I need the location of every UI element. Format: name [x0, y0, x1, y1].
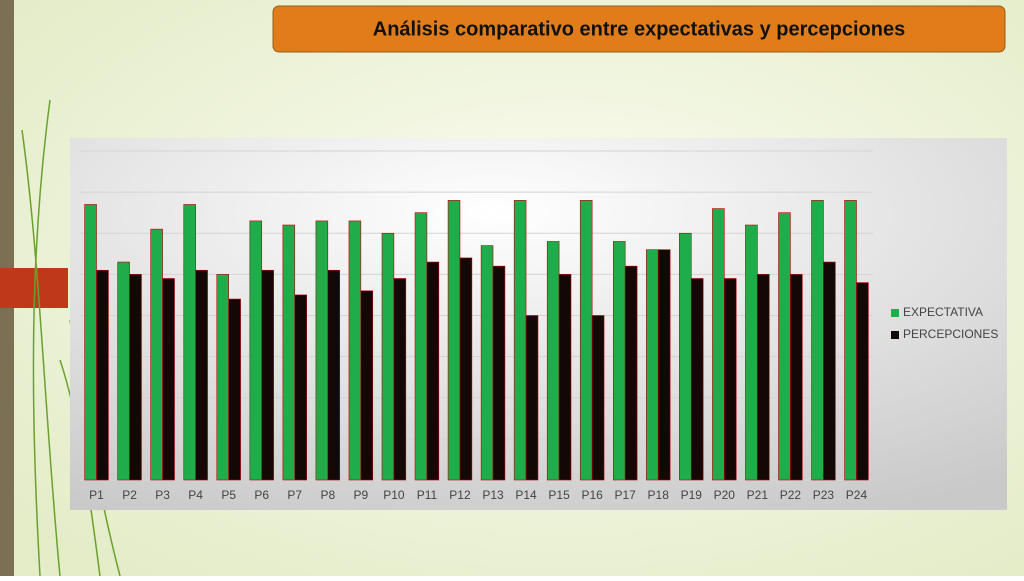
x-tick-label: P23	[813, 488, 835, 502]
x-tick-label: P7	[287, 488, 302, 502]
legend-label: PERCEPCIONES	[903, 327, 998, 341]
bar	[228, 298, 241, 481]
bar	[757, 274, 770, 481]
bar	[612, 241, 626, 481]
bar	[294, 294, 307, 481]
x-tick-label: P11	[417, 488, 438, 502]
x-tick-label: P10	[383, 488, 405, 502]
bar	[249, 220, 263, 481]
bar	[360, 290, 374, 481]
title: Análisis comparativo entre expectativas …	[373, 18, 905, 40]
x-tick-label: P21	[747, 488, 769, 502]
bar	[327, 269, 341, 481]
bar	[790, 274, 803, 481]
bar	[414, 212, 428, 481]
bar	[84, 204, 97, 481]
bar	[195, 269, 208, 481]
bar	[216, 274, 229, 481]
x-tick-label: P14	[515, 488, 537, 502]
bar	[492, 265, 506, 481]
bar	[558, 274, 572, 481]
bar	[811, 200, 824, 481]
bar	[459, 257, 473, 481]
bar	[96, 269, 109, 481]
bar	[480, 245, 494, 481]
bar	[844, 200, 857, 481]
bar	[381, 232, 395, 481]
bar	[525, 315, 539, 481]
bar	[712, 208, 725, 481]
legend-label: EXPECTATIVA	[903, 305, 983, 319]
bar	[393, 278, 407, 481]
x-tick-label: P15	[548, 488, 570, 502]
x-tick-label: P13	[482, 488, 504, 502]
legend-swatch	[891, 331, 899, 339]
x-tick-label: P1	[89, 488, 104, 502]
x-tick-label: P20	[714, 488, 736, 502]
x-tick-label: P22	[780, 488, 802, 502]
bar	[348, 220, 362, 481]
bar	[150, 228, 163, 481]
bar	[646, 249, 659, 481]
bar	[591, 315, 605, 481]
bar	[823, 261, 836, 481]
bar	[690, 278, 704, 481]
bar	[778, 212, 791, 481]
x-tick-label: P17	[615, 488, 637, 502]
x-tick-label: P16	[581, 488, 603, 502]
x-tick-label: P2	[122, 488, 137, 502]
bar	[129, 274, 142, 481]
chart: P1 P2 P3 P4 P5 P6 P7 P8 P9 P10 P11 P12 P13 P14 P15 P16 P…	[80, 150, 998, 502]
bar	[724, 278, 737, 481]
x-tick-label: P8	[320, 488, 335, 502]
bar	[579, 200, 593, 481]
x-tick-label: P4	[188, 488, 203, 502]
x-tick-label: P18	[648, 488, 670, 502]
x-tick-label: P3	[155, 488, 170, 502]
x-tick-label: P6	[254, 488, 269, 502]
x-tick-label: P24	[846, 488, 868, 502]
bar	[261, 269, 274, 481]
bar	[624, 265, 638, 481]
legend-swatch	[891, 309, 899, 317]
bar	[183, 204, 196, 481]
bar	[745, 224, 758, 481]
bar	[856, 282, 869, 481]
bar	[657, 249, 671, 481]
bar	[513, 200, 527, 481]
x-tick-label: P9	[354, 488, 369, 502]
x-tick-label: P5	[221, 488, 236, 502]
bar	[282, 224, 296, 481]
bar	[315, 220, 329, 481]
bar	[426, 261, 440, 481]
bar	[447, 200, 461, 481]
bar	[117, 261, 130, 481]
bar	[546, 241, 560, 481]
bar	[679, 232, 692, 481]
bar	[162, 278, 175, 481]
title-box	[272, 5, 1006, 53]
x-tick-label: P19	[681, 488, 703, 502]
x-tick-label: P12	[449, 488, 471, 502]
